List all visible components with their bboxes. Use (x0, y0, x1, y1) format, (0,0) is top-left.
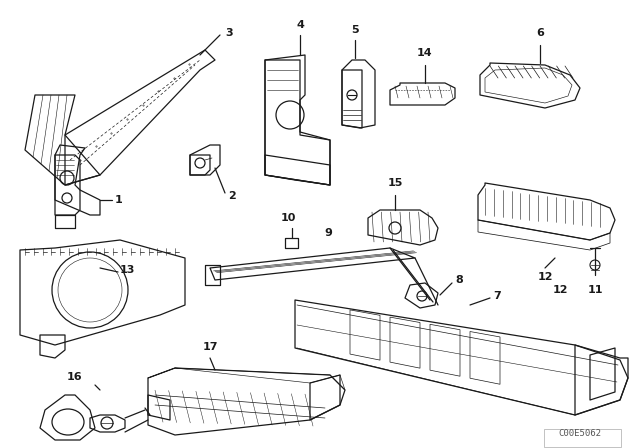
Text: 2: 2 (228, 191, 236, 201)
Text: 14: 14 (417, 48, 433, 58)
Text: 15: 15 (387, 178, 403, 188)
Text: 12: 12 (537, 272, 553, 282)
Text: 4: 4 (296, 20, 304, 30)
Text: 8: 8 (455, 275, 463, 285)
Text: 5: 5 (351, 25, 359, 35)
Text: 12: 12 (552, 285, 568, 295)
Text: 10: 10 (280, 213, 296, 223)
Text: 3: 3 (225, 28, 232, 38)
Text: 1: 1 (115, 195, 123, 205)
Text: 16: 16 (67, 372, 83, 382)
Text: 7: 7 (493, 291, 500, 301)
Text: C00E5062: C00E5062 (559, 429, 602, 438)
Text: 11: 11 (588, 285, 603, 295)
Text: 17: 17 (202, 342, 218, 352)
Text: 9: 9 (324, 228, 332, 238)
Text: 13: 13 (120, 265, 136, 275)
Text: 6: 6 (536, 28, 544, 38)
